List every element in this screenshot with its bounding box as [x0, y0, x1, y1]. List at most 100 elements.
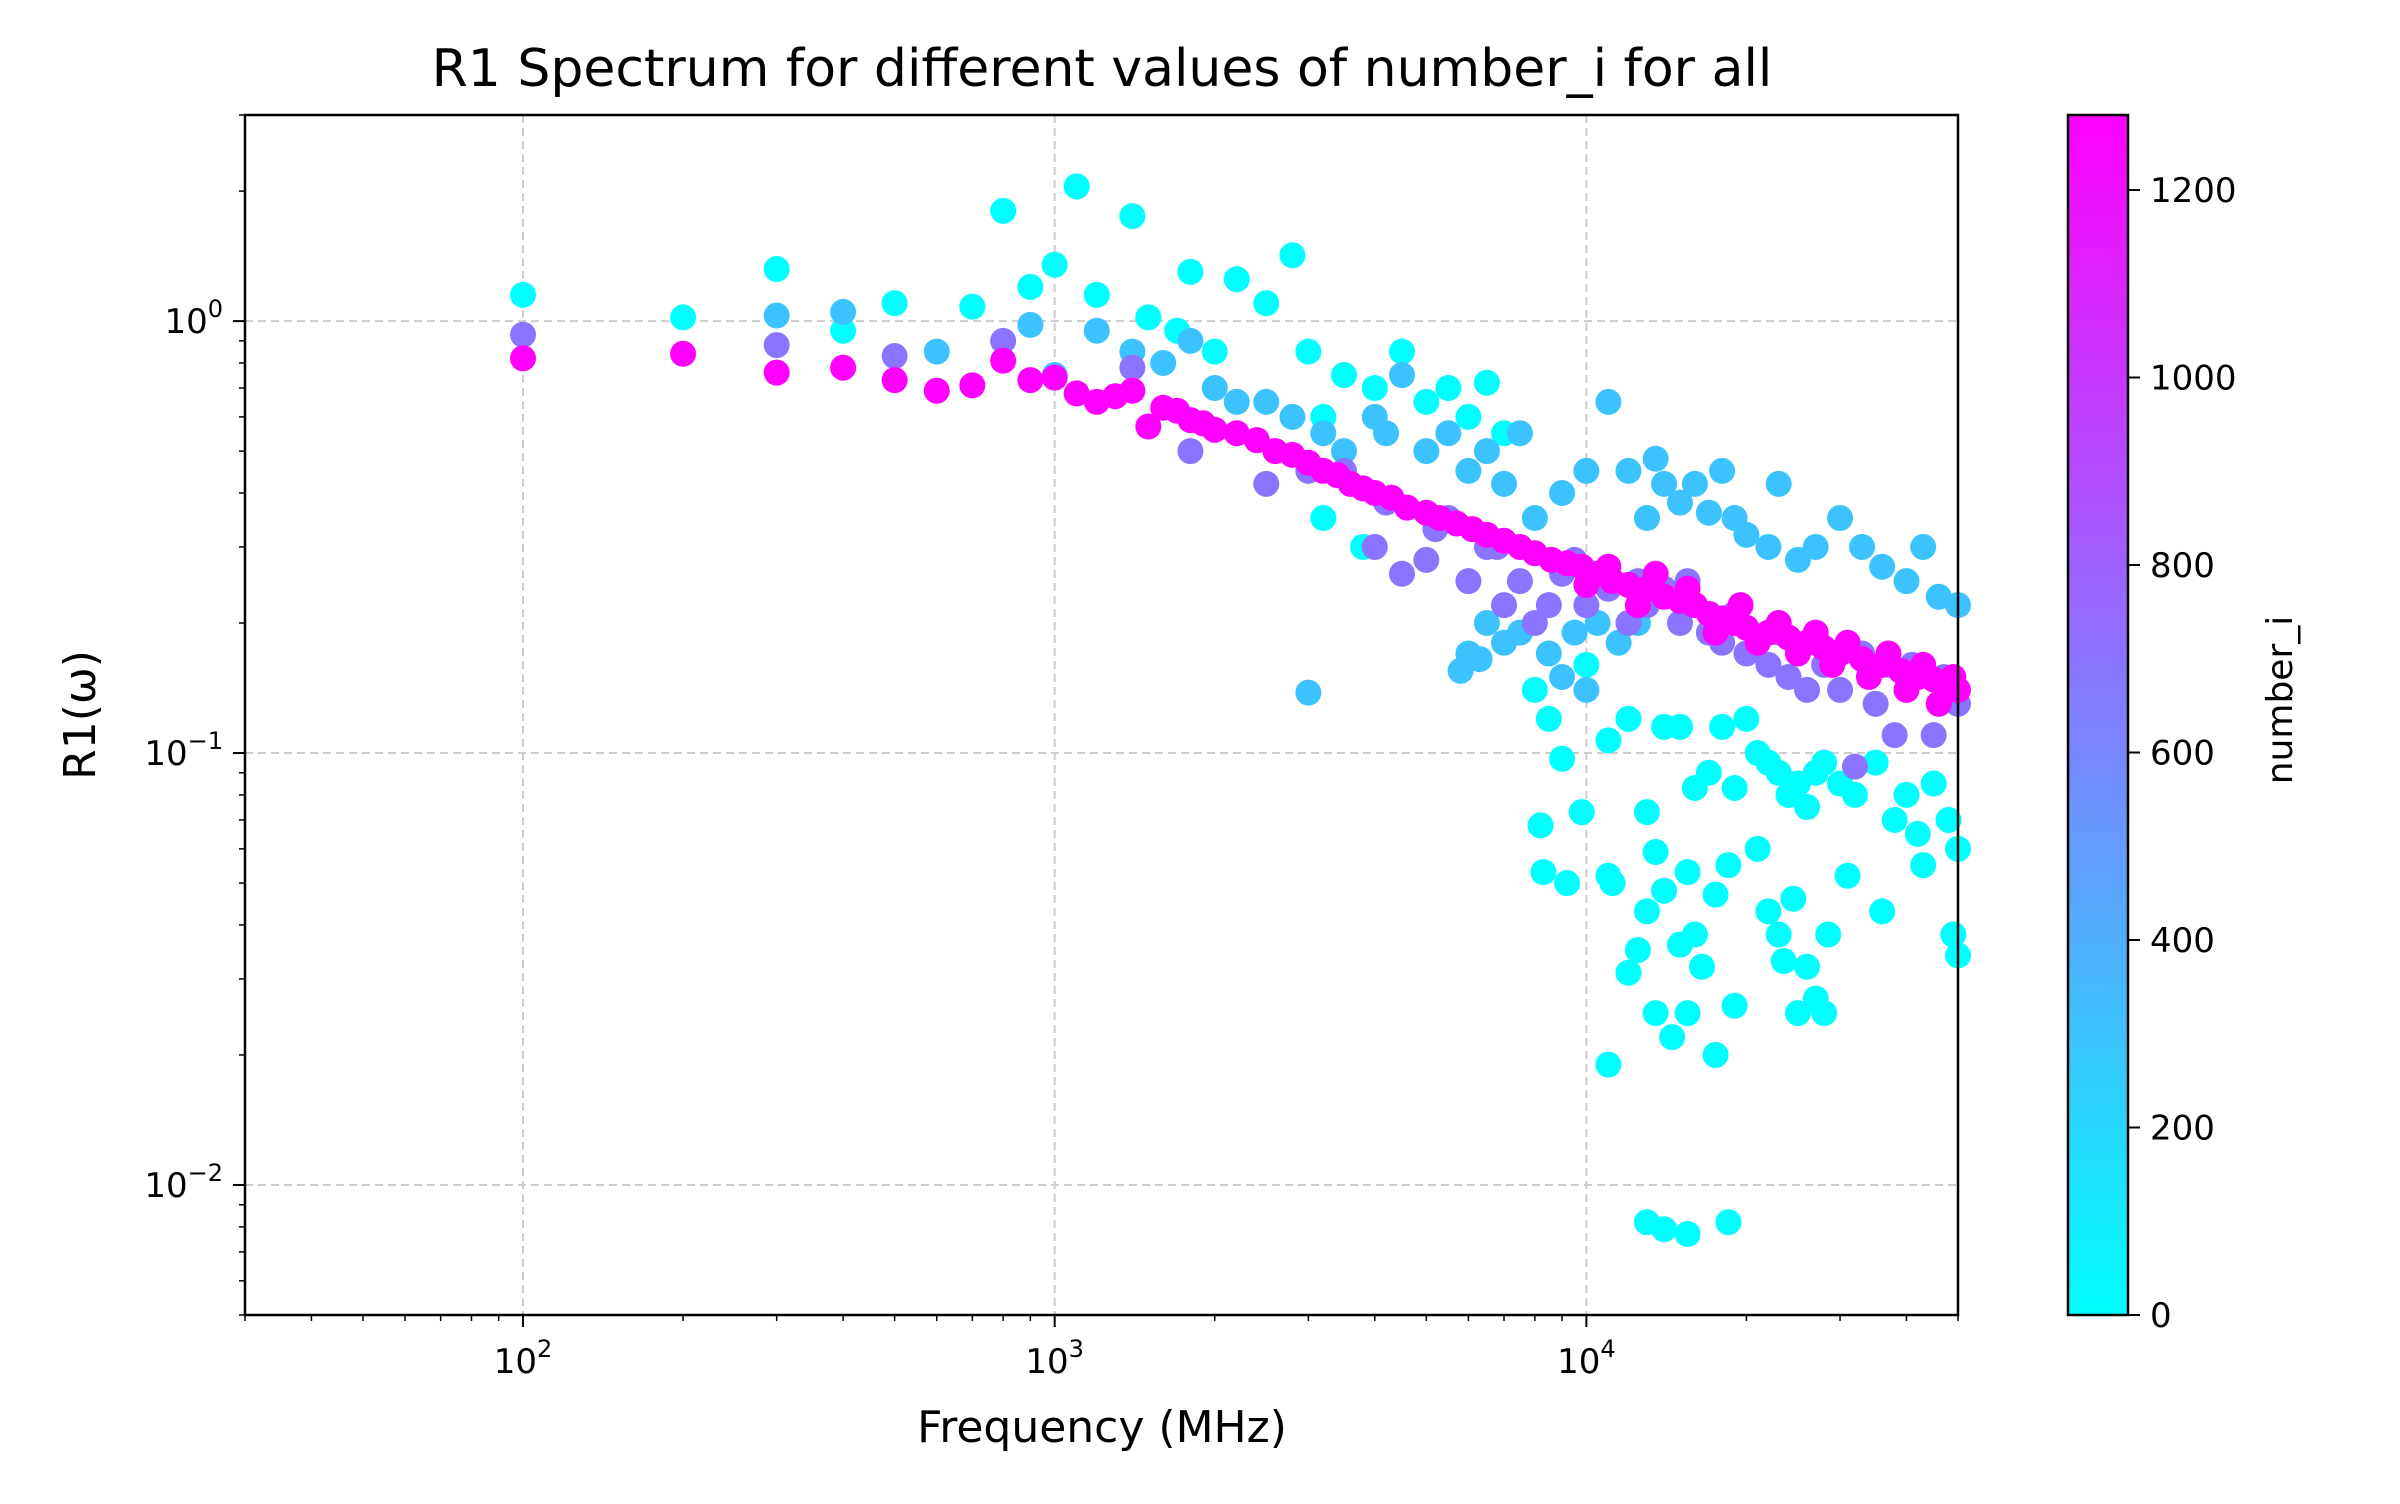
scatter-point: [1893, 676, 1920, 703]
scatter-point: [1642, 839, 1669, 866]
scatter-point: [1775, 663, 1802, 690]
scatter-point: [1435, 374, 1462, 401]
scatter-point: [670, 340, 697, 367]
scatter-point: [1253, 388, 1280, 415]
scatter-point: [1695, 759, 1722, 786]
scatter-point: [1651, 877, 1678, 904]
scatter-point: [881, 290, 908, 317]
scatter-point: [1811, 749, 1838, 776]
scatter-point: [990, 347, 1017, 374]
scatter-point: [1310, 505, 1337, 532]
scatter-point: [923, 338, 950, 365]
scatter-point: [1561, 619, 1588, 646]
scatter-point: [1063, 173, 1090, 200]
scatter-point: [1595, 727, 1622, 754]
scatter-point: [1784, 640, 1811, 667]
scatter-point: [1361, 374, 1388, 401]
scatter-point: [1615, 457, 1642, 484]
scatter-point: [1834, 629, 1861, 656]
scatter-point: [1595, 1051, 1622, 1078]
scatter-point: [1554, 870, 1581, 897]
scatter-point: [1521, 676, 1548, 703]
scatter-point: [1535, 705, 1562, 732]
scatter-point: [1651, 470, 1678, 497]
scatter-point: [1506, 568, 1533, 595]
scatter-point: [830, 317, 857, 344]
scatter-point: [1535, 640, 1562, 667]
scatter-point: [1765, 759, 1792, 786]
scatter-point: [1017, 367, 1044, 394]
scatter-point: [1940, 663, 1967, 690]
x-axis: 102 103 104: [244, 1315, 1959, 1382]
scatter-point: [1135, 304, 1162, 331]
y-axis: 100 10−1 10−2: [144, 114, 245, 1316]
scatter-point: [1455, 403, 1482, 430]
scatter-point: [1834, 862, 1861, 889]
colorbar-ticks: 0 200 400 600 800 1000 1200: [2128, 171, 2237, 1336]
chart-title: R1 Spectrum for different values of numb…: [432, 39, 1773, 99]
scatter-point: [1702, 1041, 1729, 1068]
scatter-point: [510, 281, 537, 308]
scatter-point: [1573, 651, 1600, 678]
scatter-point: [1904, 820, 1931, 847]
scatter-point: [1794, 953, 1821, 980]
y-axis-label: R1(ω): [55, 650, 106, 780]
scatter-point: [959, 293, 986, 320]
scatter-point: [1573, 676, 1600, 703]
scatter-point: [1681, 470, 1708, 497]
scatter-point: [1177, 327, 1204, 354]
scatter-point: [1223, 388, 1250, 415]
scatter-point: [1527, 812, 1554, 839]
scatter-point: [1413, 388, 1440, 415]
scatter-point: [881, 343, 908, 370]
scatter-point: [1177, 438, 1204, 465]
scatter-point: [1935, 806, 1962, 833]
scatter-point: [1721, 774, 1748, 801]
scatter-point: [1599, 870, 1626, 897]
scatter-point: [1041, 251, 1068, 278]
colorbar-tick-label: 0: [2150, 1296, 2172, 1336]
scatter-point: [1855, 663, 1882, 690]
scatter-point: [1727, 592, 1754, 619]
scatter-point: [1549, 479, 1576, 506]
scatter-point: [1535, 592, 1562, 619]
scatter-point: [1674, 1221, 1701, 1248]
scatter-point: [1549, 745, 1576, 772]
scatter-point: [1674, 859, 1701, 886]
scatter-point: [1674, 575, 1701, 602]
scatter-point: [1595, 553, 1622, 580]
scatter-point: [1755, 533, 1782, 560]
scatter-point: [1659, 1024, 1686, 1051]
scatter-point: [1279, 403, 1306, 430]
scatter-point: [1295, 338, 1322, 365]
scatter-point: [1702, 619, 1729, 646]
scatter-point: [959, 372, 986, 399]
scatter-point: [1811, 1000, 1838, 1027]
scatter-point: [763, 256, 790, 283]
scatter-point: [1841, 753, 1868, 780]
scatter-point: [1295, 679, 1322, 706]
scatter-point: [990, 197, 1017, 224]
scatter-point: [1794, 676, 1821, 703]
scatter-point: [1388, 362, 1415, 389]
scatter-point: [1549, 663, 1576, 690]
scatter-point: [1624, 936, 1651, 963]
scatter-point: [1491, 592, 1518, 619]
colorbar-tick-label: 800: [2150, 546, 2215, 586]
scatter-point: [1689, 953, 1716, 980]
scatter-point: [1201, 416, 1228, 443]
scatter-point: [1455, 568, 1482, 595]
scatter-point: [1119, 203, 1146, 230]
scatter-point: [1715, 1209, 1742, 1236]
scatter-point: [1819, 651, 1846, 678]
scatter-point: [1666, 713, 1693, 740]
scatter-point: [1666, 610, 1693, 637]
scatter-point: [1765, 921, 1792, 948]
scatter-point: [1674, 1000, 1701, 1027]
scatter-point: [1455, 457, 1482, 484]
scatter-point: [1530, 859, 1557, 886]
x-tick-label: 102: [494, 1335, 553, 1382]
scatter-point: [1841, 781, 1868, 808]
scatter-point: [1765, 470, 1792, 497]
scatter-point: [1373, 420, 1400, 447]
